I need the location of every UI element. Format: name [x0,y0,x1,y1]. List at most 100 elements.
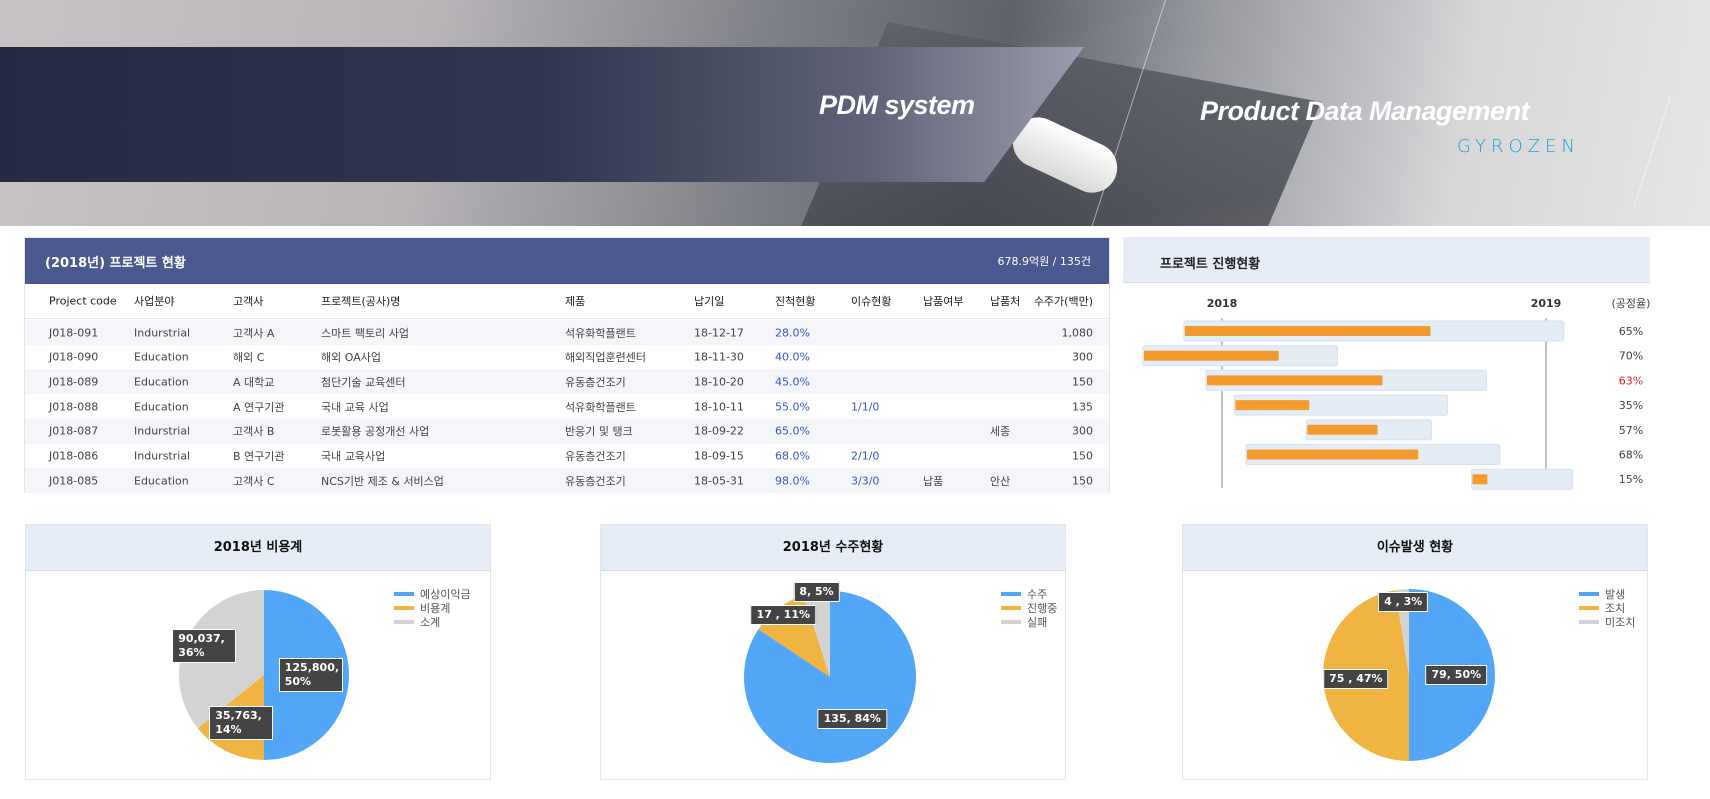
cell-10: 1,080 [1061,326,1094,339]
legend-label: 비용계 [420,602,451,615]
cell-1: Education [134,400,189,414]
cell-0: J018-090 [49,350,99,364]
cell-1: Indurstrial [134,449,191,463]
year-label: 2018 [1207,297,1238,310]
gantt-track [1470,468,1574,490]
legend-item[interactable]: 조치 [1579,601,1635,615]
table-header-bar: (2018년) 프로젝트 현황 678.9억원 / 135건 [25,238,1109,284]
data-label: 125,800, 50% [278,658,343,692]
pie-panel-orders: 2018년 수주현황 135, 84% 17 , 11% 8, 5% 수주 진행중 실패 [600,524,1066,780]
legend-swatch [394,620,414,624]
gantt-progress-bar[interactable] [1143,350,1279,361]
gantt-progress-bar[interactable] [1472,474,1488,485]
cell-10: 150 [1072,449,1093,463]
cell-2: 고객사 A [233,326,275,340]
cell-8: 납품 [923,474,944,488]
cell-9: 세종 [990,425,1011,439]
cell-3: NCS기반 제조 & 서비스업 [321,474,444,488]
progress-rate: 65% [1619,325,1643,338]
cell-6: 40.0% [775,350,810,364]
data-label: 75 , 47% [1323,669,1389,690]
column-header: 사업분야 [134,295,175,308]
column-header: 납기일 [694,295,725,308]
table-summary: 678.9억원 / 135건 [997,255,1091,268]
column-header: 제품 [565,295,586,308]
cell-5: 18-10-20 [694,375,744,389]
cell-0: J018-091 [49,326,99,339]
legend-label: 미조치 [1605,616,1636,629]
legend-item[interactable]: 비용계 [394,601,471,615]
cell-5: 18-10-11 [694,400,744,414]
table-row[interactable]: J018-087 Indurstrial 고객사 B 로봇활용 공정개선 사업 반응기 … [25,418,1109,444]
cell-1: Education [134,474,189,488]
legend-swatch [1579,592,1599,596]
data-label: 90,037, 36% [172,629,237,664]
cell-1: Indurstrial [134,326,191,339]
column-header: 진척현황 [775,295,816,308]
cell-9: 안산 [990,474,1011,488]
legend-swatch [1579,620,1599,624]
column-header: 납품여부 [923,295,964,308]
cell-6: 65.0% [775,424,810,438]
pie-chart [744,591,916,763]
pie-title: 2018년 비용계 [26,525,490,571]
cell-6: 28.0% [775,326,810,339]
table-row[interactable]: J018-090 Education 해외 C 해외 OA사업 해외직업훈련센터 18-1… [25,345,1109,370]
gantt-chart: 2018 2019 (공정율) 65% 70% 63% 35% 57% 68% 15% [1142,297,1650,490]
legend-item[interactable]: 실패 [1001,615,1057,629]
table-row[interactable]: J018-085 Education 고객사 C NCS기반 제조 & 서비스업 유동층… [25,468,1109,494]
cell-1: Indurstrial [134,424,191,438]
table-row[interactable]: J018-091 Indurstrial 고객사 A 스마트 팩토리 사업 석유화학플랜… [25,320,1109,345]
table-row[interactable]: J018-088 Education A 연구기관 국내 교육 사업 석유화학플랜트 18… [25,394,1109,419]
pie-legend: 예상이익금 비용계 소계 [394,587,471,629]
legend-label: 수주 [1027,588,1048,601]
cell-4: 석유화학플랜트 [565,400,636,414]
legend-item[interactable]: 미조치 [1579,615,1635,629]
header-banner: PDM system Product Data Management GYROZ… [0,0,1710,226]
gantt-progress-bar[interactable] [1235,400,1310,411]
cell-0: J018-085 [49,474,99,488]
cell-0: J018-089 [49,375,99,389]
cell-10: 135 [1072,400,1093,414]
pie-panel-issues: 이슈발생 현황 79, 50% 75 , 47% 4 , 3% 발생 조치 미조치 [1182,524,1648,780]
cell-3: 스마트 팩토리 사업 [321,326,409,340]
cell-4: 유동층건조기 [565,474,626,488]
project-progress-gantt: 프로젝트 진행현황 2018 2019 (공정율) 65% 70% 63% 35% 57% 68… [1123,237,1650,493]
column-header: 고객사 [233,295,264,308]
legend-item[interactable]: 수주 [1001,587,1057,601]
table-title: (2018년) 프로젝트 현황 [45,255,186,271]
cell-6: 55.0% [775,400,810,414]
gantt-progress-bar[interactable] [1207,375,1383,386]
legend-item[interactable]: 발생 [1579,587,1635,601]
progress-rate: 57% [1619,424,1643,437]
cell-6: 98.0% [775,474,810,488]
cell-0: J018-088 [49,400,99,414]
table-row[interactable]: J018-086 Indurstrial B 연구기관 국내 교육사업 유동층건조기 18… [25,444,1109,469]
data-label: 8, 5% [793,582,840,603]
progress-rate: 70% [1619,350,1643,363]
title-band [0,47,1084,182]
cell-4: 해외직업훈련센터 [565,351,646,365]
gantt-progress-bar[interactable] [1307,424,1378,435]
progress-rate: 15% [1619,473,1643,486]
cell-4: 유동층건조기 [565,450,626,463]
progress-rate: 35% [1619,399,1643,412]
data-label: 79, 50% [1425,665,1488,685]
legend-swatch [394,606,414,610]
cell-2: 해외 C [233,351,265,365]
cell-0: J018-087 [49,424,99,438]
cell-6: 45.0% [775,375,810,389]
legend-item[interactable]: 예상이익금 [394,587,471,601]
cell-3: 첨단기술 교육센터 [321,375,406,389]
pie-title: 2018년 수주현황 [601,525,1065,571]
table-row[interactable]: J018-089 Education A 대학교 첨단기술 교육센터 유동층건조기 18-… [25,369,1109,395]
gantt-progress-bar[interactable] [1246,449,1419,460]
data-label: 35,763, 14% [209,705,274,740]
legend-item[interactable]: 소계 [394,615,471,629]
progress-rate: 63% [1619,374,1643,387]
gyrozen-logo: GYROZEN [1457,136,1580,157]
legend-item[interactable]: 진행중 [1001,601,1057,615]
column-header: 납품처 [990,295,1021,308]
app-title: PDM system [819,90,975,120]
gantt-progress-bar[interactable] [1184,326,1431,336]
